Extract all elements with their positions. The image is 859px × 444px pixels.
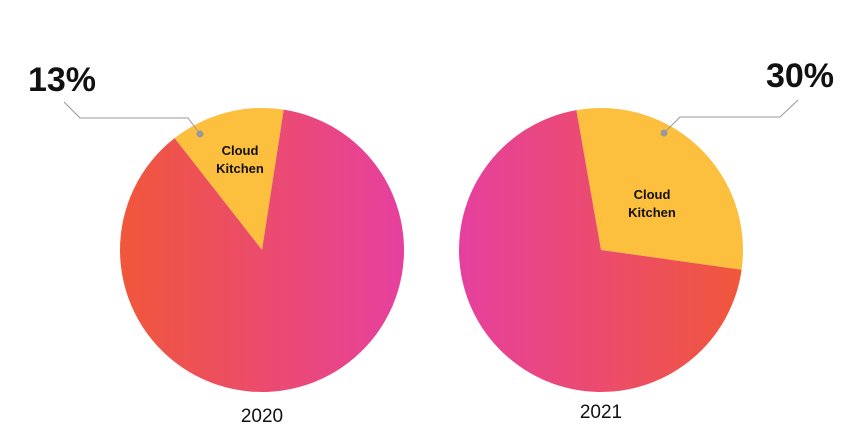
- value-label: 30%: [766, 57, 834, 95]
- chart-title: 2020: [241, 406, 283, 427]
- chart-title: 2021: [580, 402, 622, 423]
- leader-line: [663, 99, 799, 134]
- pie-slice: [576, 108, 743, 270]
- pie-slice: [174, 107, 284, 250]
- slice-label: Cloud Kitchen: [628, 187, 676, 220]
- leader-line: [63, 101, 201, 135]
- pie-slice: [458, 110, 742, 393]
- slice-label: Cloud Kitchen: [216, 143, 264, 176]
- value-label: 13%: [28, 61, 96, 99]
- pie-slice: [119, 109, 405, 392]
